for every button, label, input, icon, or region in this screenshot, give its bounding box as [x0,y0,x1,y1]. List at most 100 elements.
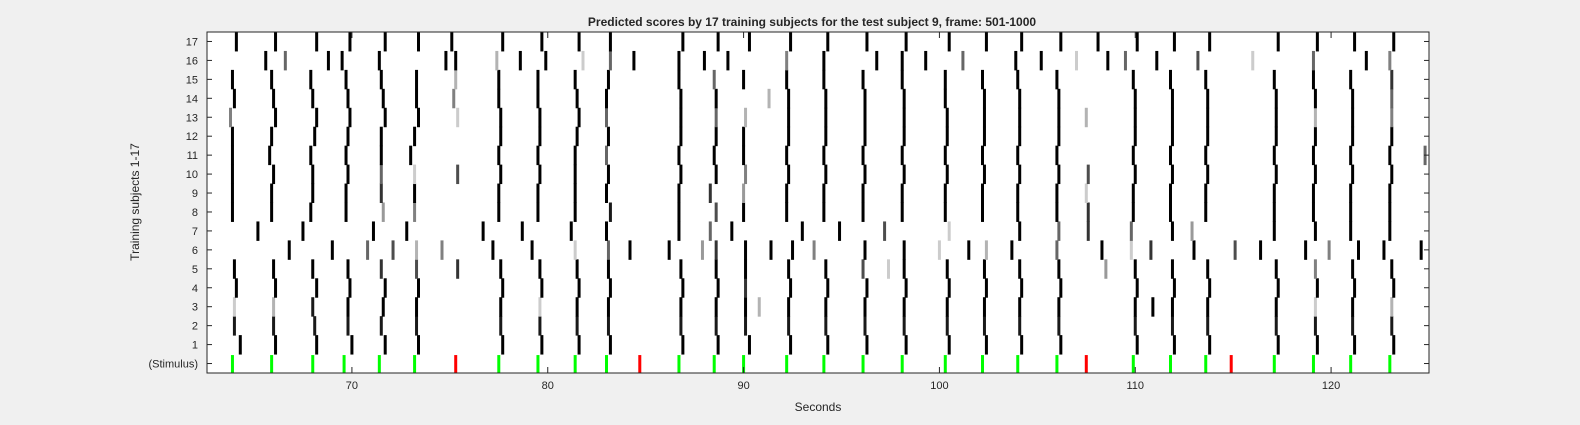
score-mark-s6-31 [1304,240,1308,260]
score-mark-s15-19 [981,69,984,90]
score-mark-s6-4 [415,240,419,260]
score-mark-s17-3 [348,32,352,52]
score-mark-s15-10 [606,69,610,90]
score-mark-s11-17 [943,145,947,166]
score-mark-s13-10 [605,107,608,128]
score-mark-s11-10 [677,145,681,166]
score-mark-s14-21 [1057,88,1061,109]
stimulus-mark-correct-10 [677,355,681,373]
score-mark-s8-11 [714,202,718,222]
y-tick-label-6: 6 [192,245,198,257]
score-mark-s2-16 [902,316,906,336]
score-mark-s17-28 [1353,32,1357,52]
score-mark-s8-16 [900,202,904,222]
score-mark-s9-19 [1016,183,1020,203]
score-mark-s7-6 [569,221,573,241]
score-mark-s10-25 [1206,164,1210,185]
score-mark-s10-23 [1133,164,1137,185]
score-mark-s11-22 [1169,145,1172,166]
score-mark-s15-2 [309,69,313,90]
score-mark-s17-26 [1276,32,1280,52]
score-mark-s3-4 [381,297,385,317]
score-mark-s8-25 [1272,202,1276,222]
y-tick-label-9: 9 [192,188,198,200]
score-mark-s7-18 [1129,221,1133,241]
score-mark-s8-24 [1204,202,1208,222]
score-mark-s16-31 [1364,50,1368,71]
score-mark-s4-10 [681,278,685,298]
score-mark-s1-25 [1315,335,1319,355]
stimulus-mark-correct-6 [497,355,501,373]
score-mark-s2-8 [575,316,579,336]
score-mark-s8-14 [822,202,826,222]
score-mark-s5-7 [499,259,503,279]
score-mark-s17-22 [1096,32,1100,52]
score-mark-s11-21 [1131,145,1135,166]
score-mark-s1-10 [681,335,685,355]
score-mark-s2-13 [787,316,791,336]
y-tick-label-3: 3 [192,302,198,314]
score-mark-s7-21 [1272,221,1276,241]
score-mark-s9-28 [1388,183,1392,203]
score-mark-s13-18 [945,107,949,128]
score-mark-s16-22 [1014,50,1018,71]
score-mark-s7-9 [708,221,712,241]
score-mark-s13-12 [714,107,718,128]
score-mark-s13-21 [1057,107,1061,128]
score-mark-s3-3 [346,297,350,317]
score-mark-s10-26 [1274,164,1278,185]
score-mark-s8-26 [1311,202,1315,222]
score-mark-s8-13 [785,202,789,222]
score-mark-s1-13 [789,335,793,355]
y-tick-label-7: 7 [192,226,198,238]
score-mark-s6-13 [714,240,718,260]
score-mark-s4-1 [274,278,278,298]
score-mark-s9-4 [379,183,383,203]
score-mark-s14-4 [381,88,385,109]
score-mark-s16-27 [1155,50,1159,71]
score-mark-s4-0 [234,278,238,298]
stimulus-mark-correct-14 [822,355,826,373]
score-mark-s8-5 [413,202,417,222]
x-tick-label-90: 90 [737,380,749,392]
score-mark-s12-14 [824,126,828,147]
score-mark-s2-9 [606,316,610,336]
score-mark-s15-5 [415,69,419,90]
score-mark-s7-0 [256,221,260,241]
score-mark-s7-2 [371,221,375,241]
score-mark-s15-17 [900,69,904,90]
score-mark-s15-23 [1169,69,1172,90]
score-mark-s7-14 [947,221,951,241]
score-mark-s13-25 [1206,107,1210,128]
score-mark-s17-21 [1059,32,1063,52]
marks-layer [229,32,1427,373]
stimulus-mark-correct-12 [742,355,746,373]
score-mark-s13-19 [982,107,986,128]
score-mark-s16-1 [283,50,287,71]
score-mark-s13-22 [1084,107,1088,128]
score-mark-s12-2 [313,126,317,147]
score-mark-s14-9 [575,88,579,109]
score-mark-s13-24 [1170,107,1174,128]
stimulus-mark-correct-17 [943,355,947,373]
score-mark-s5-16 [861,259,865,279]
y-tick-label-5: 5 [192,264,198,276]
score-mark-s17-20 [1020,32,1024,52]
score-mark-s9-2 [311,183,315,203]
score-mark-s4-11 [716,278,720,298]
score-mark-s2-26 [1351,316,1355,336]
x-tick-label-100: 100 [930,380,948,392]
score-mark-s2-23 [1206,316,1210,336]
score-mark-s1-5 [417,335,420,355]
score-mark-s10-8 [538,164,542,185]
score-mark-s11-2 [309,145,313,166]
score-mark-s7-17 [1086,221,1090,241]
stimulus-mark-incorrect-1 [638,355,642,373]
score-mark-s4-22 [1172,278,1176,298]
score-mark-s6-6 [491,240,495,260]
score-mark-s6-32 [1327,240,1331,260]
score-mark-s1-6 [501,335,505,355]
score-mark-s3-5 [415,297,419,317]
score-mark-s16-4 [377,50,381,71]
axes-frame [206,31,1430,374]
